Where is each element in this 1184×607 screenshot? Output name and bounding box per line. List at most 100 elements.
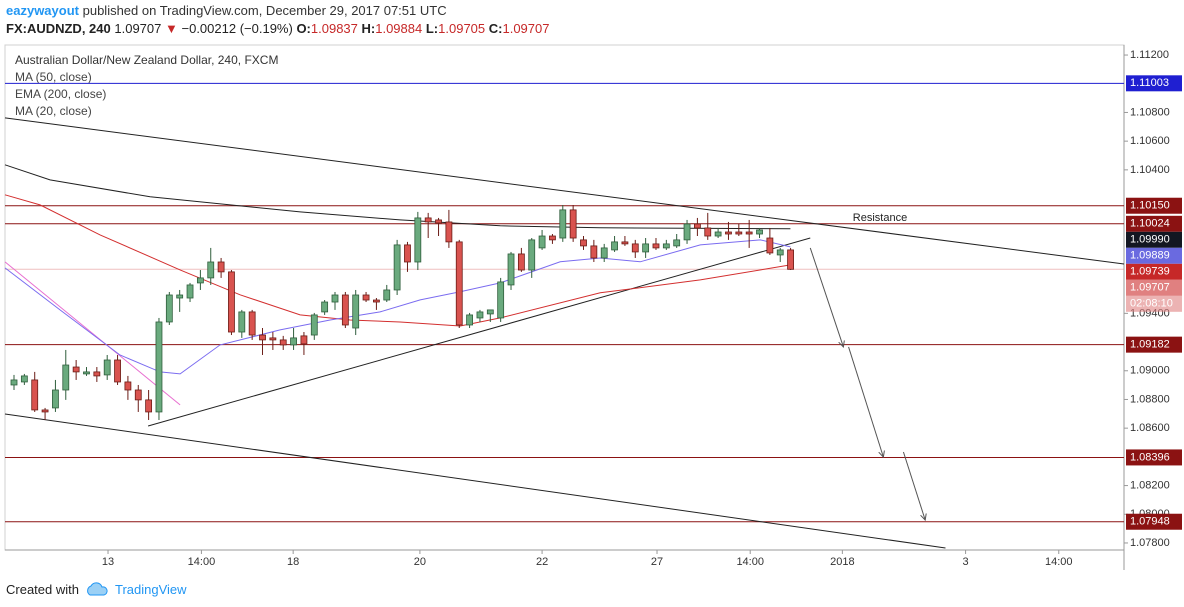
arrow (902, 451, 925, 520)
price-label: 1.10150 (1130, 200, 1170, 212)
price-label-bg (1126, 336, 1182, 353)
logo (87, 582, 108, 596)
candle-body (290, 337, 297, 346)
candle-body (714, 231, 722, 237)
candle-body (466, 314, 474, 326)
candle-body (455, 241, 463, 326)
candle-body (62, 364, 70, 391)
candle-body (569, 209, 577, 239)
price-label-bg (1126, 279, 1182, 296)
price-label: 1.11003 (1130, 77, 1169, 89)
candle-body (124, 381, 132, 391)
footer: Created with TradingView (6, 581, 187, 597)
price-label-bg (1126, 247, 1182, 264)
candle-body (538, 235, 546, 249)
y-tick-label: 1.10800 (1130, 106, 1170, 118)
candle-body (497, 281, 505, 319)
candle-body (673, 239, 681, 247)
candle-body (549, 235, 556, 241)
plot-area (4, 44, 1125, 551)
price-label: 1.09739 (1130, 266, 1170, 278)
candle-body (310, 314, 318, 336)
price-label-bg (1126, 513, 1182, 530)
y-tick-label: 1.11200 (1130, 49, 1169, 61)
candle-body (207, 261, 215, 279)
candle-body (373, 299, 380, 303)
candle-body (300, 335, 308, 345)
candle-body (590, 245, 598, 259)
price-label: 1.10024 (1130, 218, 1170, 230)
price-label-bg (1126, 449, 1182, 466)
legend: Australian Dollar/New Zealand Dollar, 24… (15, 53, 278, 118)
candle-body (517, 253, 525, 271)
trendline (147, 237, 811, 427)
symbol-line: FX:AUDNZD, 240 1.09707 ▼ −0.00212 (−0.19… (6, 21, 549, 36)
ohlc-value: 1.09884 (375, 21, 423, 36)
candle-body (228, 271, 235, 333)
candle-body (145, 399, 153, 413)
candle-body (683, 223, 691, 241)
ma-line (4, 239, 791, 375)
last-price: 1.09707 (114, 21, 162, 36)
candle-body (269, 337, 277, 341)
candle-body (352, 294, 360, 329)
legend-entry: MA (20, close) (15, 104, 92, 118)
candle-body (186, 284, 194, 299)
trendline (4, 117, 1125, 265)
price-label: 1.09889 (1130, 250, 1170, 262)
candle-body (83, 371, 90, 375)
legend-entry: MA (50, close) (15, 70, 92, 84)
candle-body (259, 334, 266, 341)
candle-body (217, 261, 225, 273)
price-label-bg (1126, 215, 1182, 232)
candle-body (393, 244, 401, 291)
y-tick-label: 1.08200 (1130, 479, 1170, 491)
candle-body (341, 294, 349, 326)
candle-body (238, 311, 246, 333)
candle-body (176, 294, 184, 299)
byline-text: published on TradingView.com, December 2… (82, 3, 447, 18)
candle-body (155, 321, 163, 413)
candle-body (631, 243, 639, 253)
ohlc-key: O: (296, 21, 311, 36)
arrow (848, 346, 884, 457)
trendline (4, 261, 181, 406)
ohlc: O:1.09837 H:1.09884 L:1.09705 C:1.09707 (296, 21, 549, 36)
countdown-bg (1126, 295, 1182, 312)
y-tick-label: 1.08800 (1130, 393, 1170, 405)
price-label: 1.09182 (1130, 339, 1170, 351)
annotation: Resistance (853, 212, 907, 224)
candle-body (31, 379, 39, 411)
candle-body (279, 339, 287, 346)
candle-body (611, 241, 618, 251)
x-tick-label: 18 (287, 556, 299, 568)
candle-body (725, 231, 732, 235)
x-tick-label: 3 (963, 556, 969, 568)
candle-body (507, 253, 515, 286)
chart-title: Australian Dollar/New Zealand Dollar, 24… (15, 53, 278, 67)
price-label: 1.08396 (1130, 451, 1170, 463)
x-tick-label: 14:00 (1045, 556, 1073, 568)
candle-body (331, 294, 339, 303)
x-tick-label: 20 (414, 556, 426, 568)
price-label: 1.07948 (1130, 516, 1170, 528)
x-tick-label: 2018 (830, 556, 854, 568)
footer-brand: TradingView (114, 581, 187, 597)
x-tick-label: 14:00 (188, 556, 216, 568)
candle-body (693, 223, 701, 229)
countdown: 02:08:10 (1130, 298, 1173, 310)
candle-body (528, 239, 536, 271)
candle-body (745, 231, 753, 235)
ohlc-value: 1.09707 (502, 21, 550, 36)
candle-body (445, 221, 453, 243)
candle-body (52, 389, 59, 409)
candle-body (103, 359, 111, 376)
legend-entry: EMA (200, close) (15, 87, 106, 101)
ma-line (4, 164, 791, 230)
change: −0.00212 (−0.19%) (181, 21, 293, 36)
candle-body (404, 244, 411, 263)
candle-body (424, 217, 432, 223)
candle-body (600, 247, 608, 259)
symbol: FX:AUDNZD, 240 (6, 21, 111, 36)
